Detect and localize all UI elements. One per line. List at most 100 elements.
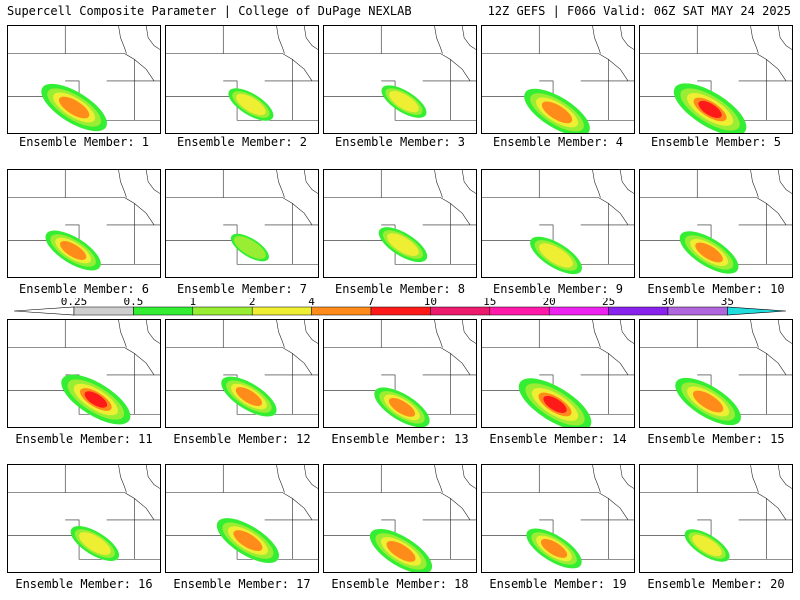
chart-title: Supercell Composite Parameter | College … [7,4,412,18]
legend-tick-label: 35 [721,298,734,308]
ensemble-member-panel [639,169,793,278]
ensemble-member-panel [481,319,635,428]
ensemble-member-label: Ensemble Member: 10 [647,282,785,296]
scp-contour-fill [539,243,573,268]
state-boundary [696,170,739,198]
state-boundary-map [482,26,634,133]
state-boundary [619,320,634,344]
ensemble-member-label: Ensemble Member: 5 [650,135,782,149]
ensemble-member-label: Ensemble Member: 16 [15,577,153,591]
state-boundary [538,465,581,493]
state-boundary [222,465,265,493]
legend-tick-label: 0.5 [123,298,143,308]
state-boundary [118,170,127,198]
state-boundary [118,465,127,493]
scp-contour-fill [60,241,87,260]
legend-color-swatch [608,306,669,316]
state-boundary [461,320,476,344]
scp-contour-fill [234,236,266,259]
state-boundary [276,170,285,198]
state-boundary [222,170,265,198]
state-boundary-map [8,465,160,562]
state-boundary [738,197,787,226]
state-boundary-map [640,320,792,426]
legend-right-arrow [727,306,787,316]
scp-contour-fill [236,93,266,116]
state-boundary-map [8,170,160,271]
state-boundary [118,26,127,54]
state-boundary [422,492,471,521]
model-run-valid-time: 12Z GEFS | F066 Valid: 06Z SAT MAY 24 20… [487,4,791,18]
state-boundary [303,320,318,344]
scp-contour-fill [388,397,416,417]
state-boundary [64,465,107,493]
ensemble-member-panel [7,464,161,573]
scp-contour-fill [389,90,419,113]
ensemble-member-label: Ensemble Member: 1 [18,135,150,149]
scp-contour-fill [695,242,723,263]
legend-tick-label: 15 [483,298,496,308]
state-boundary [738,347,787,376]
ensemble-member-panel [481,464,635,573]
ensemble-member-label: Ensemble Member: 8 [334,282,466,296]
legend-tick-label: 30 [661,298,674,308]
ensemble-member-label: Ensemble Member: 15 [647,432,785,446]
legend-color-swatch [370,306,431,316]
state-boundary [434,320,443,348]
ensemble-member-panel [165,319,319,428]
state-boundary-map [166,26,318,121]
legend-color-swatch [430,306,491,316]
state-boundary-map [8,320,160,425]
ensemble-member-panel [639,464,793,573]
ensemble-member-panel [323,169,477,278]
state-boundary [750,26,759,54]
state-boundary [538,170,581,198]
state-boundary [434,26,443,54]
state-boundary [380,26,423,54]
state-boundary [738,492,787,521]
state-boundary [118,320,127,348]
scp-contour-fill [387,233,419,256]
state-boundary [619,465,634,489]
state-boundary [461,465,476,489]
ensemble-member-panel [7,169,161,278]
scp-contour-fill [540,538,568,558]
ensemble-member-panel [639,25,793,134]
color-scale-legend: 0.25 0.5 1 2 4 7 10 15 20 25 30 35 [13,298,787,316]
ensemble-member-label: Ensemble Member: 14 [489,432,627,446]
state-boundary [538,26,581,54]
state-boundary [777,26,792,50]
ensemble-member-label: Ensemble Member: 20 [647,577,785,591]
state-boundary [592,26,601,54]
state-boundary [222,320,265,348]
state-boundary-map [324,465,476,572]
ensemble-member-label: Ensemble Member: 11 [15,432,153,446]
state-boundary [580,347,629,376]
state-boundary-map [482,465,634,569]
state-boundary [592,465,601,493]
legend-color-swatch [192,306,253,316]
ensemble-member-label: Ensemble Member: 4 [492,135,624,149]
ensemble-member-label: Ensemble Member: 9 [492,282,624,296]
state-boundary [750,320,759,348]
state-boundary [619,170,634,194]
state-boundary [380,465,423,493]
state-boundary [738,53,787,82]
legend-color-swatch [667,306,728,316]
state-boundary [145,320,160,344]
state-boundary [264,197,313,226]
scp-contour-fill [692,534,722,557]
ensemble-member-label: Ensemble Member: 2 [176,135,308,149]
state-boundary-map [8,26,160,132]
state-boundary [106,53,155,82]
state-boundary [106,347,155,376]
scp-contour-fill [541,101,573,124]
state-boundary [264,347,313,376]
ensemble-member-panel [481,169,635,278]
state-boundary [276,26,285,54]
legend-tick-label: 20 [543,298,556,308]
state-boundary [145,26,160,50]
legend-tick-label: 10 [424,298,437,308]
state-boundary-map [166,170,318,265]
state-boundary [580,53,629,82]
